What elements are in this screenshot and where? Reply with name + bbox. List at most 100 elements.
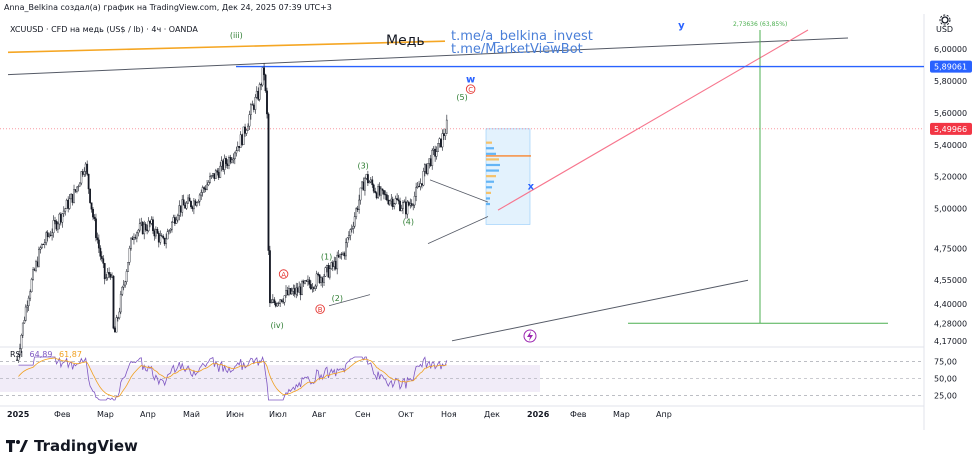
candle-body [119, 293, 122, 313]
candle-body [35, 261, 37, 271]
candle-body [23, 320, 26, 324]
annotation-link[interactable]: t.me/MarketViewBot [451, 42, 583, 57]
flash-icon-glyph [527, 331, 533, 341]
settings-icon[interactable] [939, 14, 951, 26]
candle-body [127, 262, 130, 272]
candle-body [321, 277, 324, 283]
candle-body [81, 171, 84, 175]
price-tick-label: 4,17000 [934, 337, 967, 346]
candle-body [168, 230, 170, 232]
candle-body [229, 157, 232, 163]
candle-body [217, 172, 220, 178]
rsi-legend[interactable]: RSI 64,89 61,87 [10, 350, 82, 359]
upper-trendline[interactable] [7, 37, 849, 76]
candle-body [178, 205, 181, 216]
candle-body [40, 243, 43, 249]
candle-body [273, 299, 276, 304]
candle-body [413, 196, 416, 206]
candle-body [397, 199, 400, 202]
candle-body [438, 138, 441, 144]
candle-body [93, 216, 96, 219]
candle-body [42, 243, 45, 245]
candle-body [317, 273, 320, 275]
candle-body [251, 104, 254, 106]
candle-body [131, 237, 134, 240]
candle-body [280, 299, 283, 302]
candle-body [352, 225, 355, 229]
candle-body [409, 203, 412, 206]
candle-body [154, 229, 157, 237]
candle-body [236, 146, 239, 151]
time-tick-label: Мар [613, 410, 630, 419]
volume-profile-bar [486, 152, 496, 155]
candle-body [172, 217, 175, 223]
candle-body [49, 234, 52, 236]
candle-body [146, 229, 149, 232]
candle-body [279, 299, 282, 304]
candle-body [381, 188, 384, 191]
wave-label: B [318, 306, 323, 314]
rsi-title: RSI [10, 350, 23, 359]
candle-body [159, 235, 162, 243]
candle-body [233, 152, 236, 160]
lower-trendline[interactable] [451, 279, 749, 342]
candle-body [377, 186, 380, 199]
candle-body [416, 186, 419, 188]
candle-body [26, 305, 29, 308]
candle-body [46, 232, 49, 238]
time-tick-label: Окт [398, 410, 414, 419]
candle-body [400, 208, 403, 211]
candle-body [399, 200, 401, 211]
orange-trendline[interactable] [7, 40, 446, 54]
candle-body [384, 194, 387, 196]
candle-body [403, 201, 406, 203]
candle-body [226, 163, 229, 166]
candle-body [165, 238, 168, 245]
candle-body [143, 223, 146, 235]
candle-body [220, 160, 223, 167]
candle-body [106, 272, 109, 278]
candle-body [441, 133, 444, 148]
wave-label: (iii) [230, 31, 243, 40]
candle-body [305, 280, 308, 282]
candle-body [231, 159, 233, 163]
candle-body [371, 179, 374, 186]
candle-body [327, 265, 330, 278]
candle-body [176, 215, 179, 221]
annotation-title[interactable]: Медь [386, 33, 425, 49]
projection-line[interactable] [497, 29, 809, 211]
candle-body [298, 286, 301, 293]
candle-body [330, 262, 333, 269]
annotation-link[interactable]: t.me/a_belkina_invest [451, 29, 593, 44]
wave-label: C [468, 86, 473, 94]
rsi-tick-label: 25,00 [934, 391, 957, 400]
candle-body [16, 359, 18, 361]
rsi-ma-value: 61,87 [59, 350, 82, 359]
candle-body [394, 198, 397, 204]
tradingview-logo-icon [6, 440, 28, 452]
candle-body [375, 192, 378, 199]
candle-body [17, 354, 20, 361]
tradingview-logo[interactable]: TradingView [6, 436, 138, 456]
candle-body [426, 163, 429, 174]
logo-text: TradingView [34, 437, 138, 455]
candle-body [52, 220, 55, 234]
candle-body [339, 253, 342, 258]
candle-body [141, 222, 144, 235]
volume-profile-bar [486, 180, 494, 183]
candle-body [429, 158, 432, 166]
candle-body [245, 130, 248, 134]
candle-body [402, 202, 404, 209]
candle-body [133, 237, 135, 240]
candle-body [359, 187, 362, 201]
symbol-line[interactable]: XCUUSD · CFD на медь (US$ / lb) · 4ч · O… [10, 25, 198, 34]
candle-body [244, 126, 246, 134]
currency-label[interactable]: USD [936, 25, 954, 34]
time-tick-label: Дек [484, 410, 500, 419]
wave-label: (1) [321, 253, 332, 262]
candle-body [266, 90, 268, 115]
price-tick-label: 5,20000 [934, 173, 967, 182]
candle-body [214, 170, 217, 179]
candle-body [193, 200, 195, 210]
